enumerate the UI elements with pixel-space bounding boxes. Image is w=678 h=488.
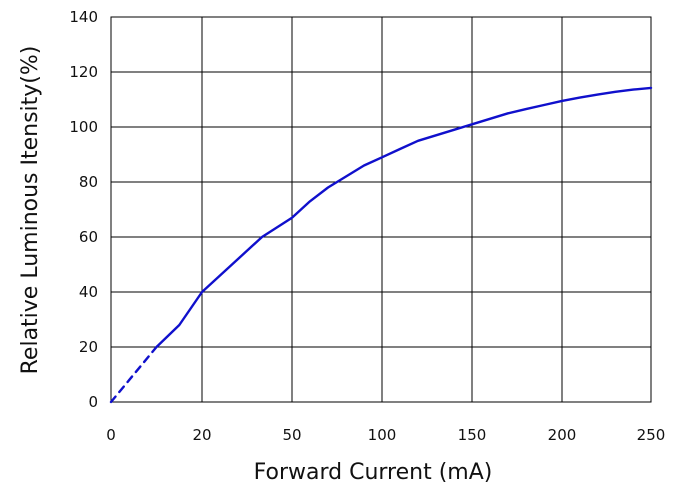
y-tick-label: 140	[69, 8, 98, 26]
y-tick-label: 0	[88, 393, 98, 411]
y-tick-label: 20	[79, 338, 98, 356]
x-tick-label: 150	[458, 426, 487, 444]
y-axis-label: Relative Luminous Itensity(%)	[18, 46, 43, 375]
y-tick-label: 100	[69, 118, 98, 136]
x-tick-label: 0	[106, 426, 116, 444]
x-tick-label: 250	[637, 426, 666, 444]
plot-frame	[110, 16, 652, 403]
series-layer	[109, 86, 653, 404]
series-line-dashed	[109, 345, 158, 404]
x-tick-label: 200	[548, 426, 577, 444]
y-tick-label: 60	[79, 228, 98, 246]
x-axis-label: Forward Current (mA)	[254, 460, 493, 485]
y-tick-label: 40	[79, 283, 98, 301]
y-tick-label: 120	[69, 63, 98, 81]
x-tick-label: 100	[368, 426, 397, 444]
series-line-solid	[155, 86, 653, 349]
x-tick-label: 20	[192, 426, 211, 444]
tick-labels: 0 20 40 60 80 100 120 140 0 20 50 100 150 200 250	[69, 8, 665, 444]
grid	[110, 16, 652, 403]
y-tick-label: 80	[79, 173, 98, 191]
x-tick-label: 50	[282, 426, 301, 444]
